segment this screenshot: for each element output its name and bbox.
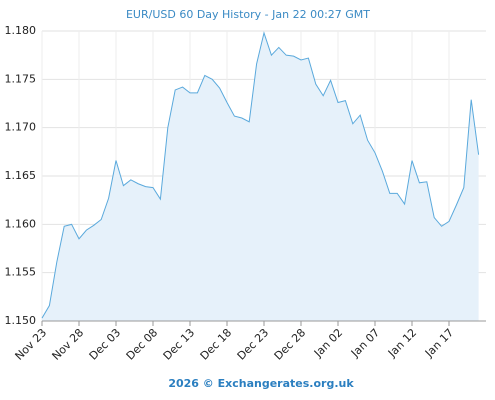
y-tick-label: 1.175 <box>5 72 37 85</box>
x-tick-label: Nov 28 <box>49 326 86 363</box>
y-tick-label: 1.155 <box>5 266 37 279</box>
x-tick-label: Jan 07 <box>348 326 382 360</box>
x-tick-label: Nov 23 <box>12 326 49 363</box>
x-tick-label: Jan 17 <box>422 326 456 360</box>
x-tick-label: Dec 28 <box>272 326 309 363</box>
x-tick-label: Dec 08 <box>124 326 161 363</box>
x-tick-label: Dec 18 <box>198 326 235 363</box>
footer: 2026 © Exchangerates.org.uk <box>168 377 354 390</box>
y-tick-label: 1.180 <box>5 24 37 37</box>
x-tick-label: Jan 12 <box>385 326 419 360</box>
x-tick-label: Dec 13 <box>161 326 198 363</box>
y-tick-label: 1.170 <box>5 121 37 134</box>
x-tick-label: Jan 02 <box>311 326 345 360</box>
x-tick-label: Dec 03 <box>87 326 124 363</box>
chart-title: EUR/USD 60 Day History - Jan 22 00:27 GM… <box>126 8 370 21</box>
line <box>41 31 480 319</box>
area <box>42 32 479 321</box>
y-tick-label: 1.150 <box>5 314 37 327</box>
x-tick-label: Dec 23 <box>235 326 272 363</box>
y-tick-label: 1.165 <box>5 169 37 182</box>
y-tick-label: 1.160 <box>5 217 37 230</box>
